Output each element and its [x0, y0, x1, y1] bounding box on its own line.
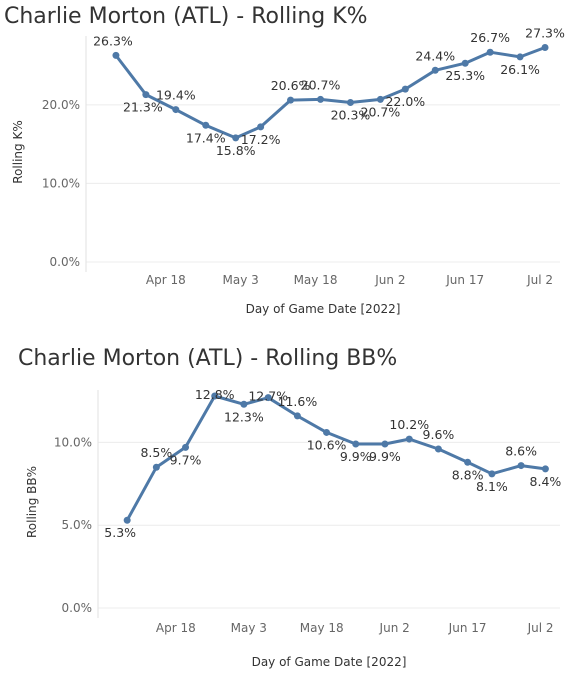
data-label: 22.0%	[385, 94, 425, 109]
data-point	[376, 95, 384, 103]
x-tick-label: Apr 18	[146, 273, 186, 287]
data-label: 20.3%	[331, 108, 371, 123]
x-tick-label: Jun 2	[374, 273, 405, 287]
y-tick-label: 0.0%	[62, 601, 93, 615]
data-label: 25.3%	[445, 68, 485, 83]
data-point	[142, 91, 150, 99]
data-point	[352, 440, 360, 448]
data-label: 12.8%	[195, 387, 235, 402]
data-label: 19.4%	[156, 88, 196, 103]
x-tick-label: Jul 2	[527, 621, 554, 635]
data-point	[488, 470, 496, 478]
data-point	[240, 400, 248, 408]
data-label: 9.9%	[369, 449, 401, 464]
y-tick-label: 10.0%	[54, 435, 92, 449]
data-point	[317, 95, 325, 103]
data-label: 12.3%	[224, 409, 264, 424]
data-point	[431, 66, 439, 74]
bb-percent-chart: 0.0% 5.0% 10.0% Apr 18 May 3 May 18 Jun 2 Jun 1…	[25, 387, 562, 669]
data-point	[211, 392, 219, 400]
data-point	[541, 465, 549, 473]
y-tick-label: 0.0%	[50, 255, 81, 269]
series-line	[114, 46, 547, 140]
data-label: 15.8%	[216, 143, 256, 158]
data-point	[172, 106, 180, 114]
x-tick-label: Jun 2	[379, 621, 410, 635]
x-tick-label: Jul 2	[526, 273, 553, 287]
data-label: 8.6%	[505, 444, 537, 459]
data-label: 8.1%	[476, 479, 508, 494]
data-point	[293, 412, 301, 420]
x-tick-label: May 3	[223, 273, 259, 287]
bb-percent-panel: Charlie Morton (ATL) - Rolling BB% 0.0% 5…	[0, 342, 574, 684]
data-point	[257, 123, 265, 131]
y-tick-label: 20.0%	[42, 98, 80, 112]
x-axis-title: Day of Game Date [2022]	[246, 302, 401, 316]
data-label: 12.7%	[248, 389, 288, 404]
data-label: 9.6%	[423, 427, 455, 442]
data-label: 11.6%	[278, 394, 318, 409]
data-label: 24.4%	[415, 48, 455, 63]
data-point	[264, 394, 272, 402]
data-point	[461, 59, 469, 67]
x-tick-label: Apr 18	[156, 621, 196, 635]
data-label: 9.9%	[340, 449, 372, 464]
data-point	[346, 99, 354, 106]
data-label: 17.2%	[241, 132, 281, 147]
data-point	[541, 44, 549, 51]
data-label: 27.3%	[525, 26, 565, 41]
k-percent-panel: Charlie Morton (ATL) - Rolling K% 0.0% 10…	[0, 0, 574, 330]
y-axis-title: Rolling BB%	[25, 466, 39, 538]
data-label: 20.7%	[301, 77, 341, 92]
data-point	[123, 516, 131, 524]
data-label: 17.4%	[186, 130, 226, 145]
data-point	[405, 435, 413, 443]
series-line	[125, 394, 547, 522]
data-point	[401, 85, 409, 93]
data-label: 5.3%	[104, 525, 136, 540]
data-point	[182, 443, 190, 451]
x-tick-label: May 3	[231, 621, 267, 635]
data-label: 10.2%	[389, 417, 429, 432]
x-tick-label: May 18	[300, 621, 344, 635]
y-tick-label: 5.0%	[62, 518, 93, 532]
data-label: 26.1%	[500, 62, 540, 77]
data-label: 8.5%	[140, 445, 172, 460]
data-point	[323, 428, 331, 436]
data-label: 26.7%	[470, 30, 510, 45]
data-point	[112, 51, 120, 59]
x-tick-label: May 18	[294, 273, 338, 287]
data-point	[232, 134, 240, 142]
y-axis-title: Rolling K%	[11, 120, 25, 183]
data-label: 21.3%	[123, 100, 163, 115]
data-point	[434, 445, 442, 453]
data-point	[517, 462, 525, 470]
chart-title: Charlie Morton (ATL) - Rolling K%	[4, 4, 368, 29]
data-label: 20.6%	[271, 78, 311, 93]
data-label: 26.3%	[93, 33, 133, 48]
data-point	[202, 121, 210, 129]
data-point	[516, 53, 524, 61]
data-point	[486, 48, 494, 56]
chart-title: Charlie Morton (ATL) - Rolling BB%	[18, 346, 398, 371]
x-tick-label: Jun 17	[448, 621, 487, 635]
data-point	[381, 440, 389, 448]
data-point	[152, 463, 160, 471]
data-point	[464, 458, 472, 466]
data-label: 8.8%	[452, 467, 484, 482]
data-label: 20.7%	[361, 104, 401, 119]
y-tick-label: 10.0%	[42, 176, 80, 190]
x-tick-label: Jun 17	[445, 273, 484, 287]
data-label: 9.7%	[170, 452, 202, 467]
data-label: 10.6%	[307, 437, 347, 452]
k-percent-chart: 0.0% 10.0% 20.0% Apr 18 May 3 May 18 Jun 2 Jun …	[11, 26, 565, 317]
x-axis-title: Day of Game Date [2022]	[252, 655, 407, 669]
data-point	[287, 96, 295, 104]
data-label: 8.4%	[530, 474, 562, 489]
